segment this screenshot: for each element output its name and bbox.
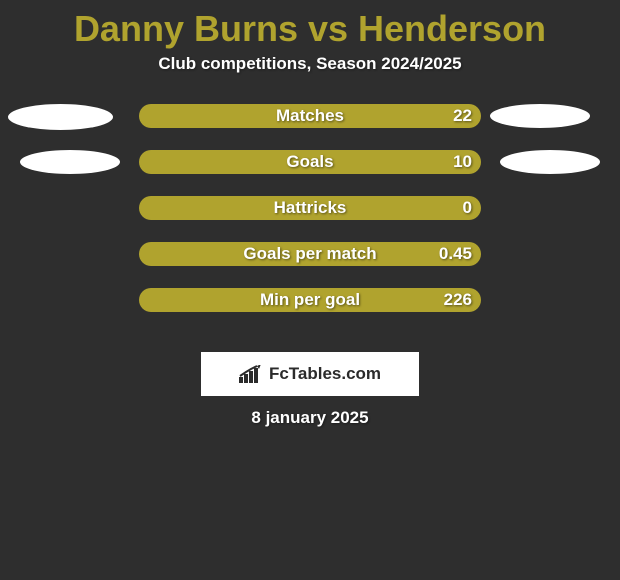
page-title: Danny Burns vs Henderson	[0, 0, 620, 54]
subtitle: Club competitions, Season 2024/2025	[0, 54, 620, 74]
stat-label: Goals	[286, 152, 333, 172]
stats-area: Matches 22 Goals 10 Hattricks 0 Goals pe…	[0, 104, 620, 334]
logo-chart-icon	[239, 365, 263, 383]
stat-row-goals: Goals 10	[0, 150, 620, 196]
logo-text: FcTables.com	[269, 364, 381, 384]
stat-value: 22	[453, 106, 472, 126]
stat-row-matches: Matches 22	[0, 104, 620, 150]
comparison-card: Danny Burns vs Henderson Club competitio…	[0, 0, 620, 580]
logo-box[interactable]: FcTables.com	[201, 352, 419, 396]
stat-value: 0.45	[439, 244, 472, 264]
stat-label: Min per goal	[260, 290, 360, 310]
stat-label: Matches	[276, 106, 344, 126]
date-text: 8 january 2025	[251, 408, 368, 428]
stat-label: Hattricks	[274, 198, 347, 218]
stat-row-hattricks: Hattricks 0	[0, 196, 620, 242]
stat-value: 0	[463, 198, 472, 218]
stat-value: 10	[453, 152, 472, 172]
stat-row-min-per-goal: Min per goal 226	[0, 288, 620, 334]
stat-label: Goals per match	[243, 244, 376, 264]
stat-row-goals-per-match: Goals per match 0.45	[0, 242, 620, 288]
stat-value: 226	[444, 290, 472, 310]
